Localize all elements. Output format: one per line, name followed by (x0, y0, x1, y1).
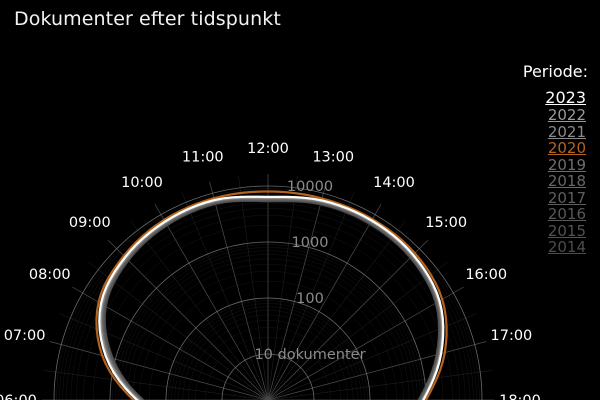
legend-item-2016[interactable]: 2016 (547, 205, 586, 223)
hour-label-1400: 14:00 (373, 175, 415, 191)
grid-spoke-minor (59, 313, 269, 400)
grid-spoke (267, 239, 429, 400)
grid-spoke (267, 286, 464, 400)
grid-spoke-minor (267, 220, 406, 400)
grid-ring-minor (132, 264, 404, 400)
grid-ring-minor (70, 202, 466, 400)
legend-item-2018[interactable]: 2018 (547, 172, 586, 190)
legend-item-2021[interactable]: 2021 (547, 122, 586, 141)
legend-item-2022[interactable]: 2022 (547, 106, 586, 124)
grid-spoke-minor (238, 175, 269, 400)
grid-ring-minor (118, 250, 418, 400)
series-lines (95, 190, 448, 400)
hour-label-0700: 07:00 (4, 328, 46, 344)
legend-item-2023[interactable]: 2023 (545, 88, 586, 107)
radial-tick-10: 10 dokumenter (254, 347, 365, 363)
grid-ring-minor (112, 244, 424, 400)
hour-label-1600: 16:00 (465, 267, 507, 283)
legend-item-2014[interactable]: 2014 (547, 238, 586, 256)
grid-ring-minor (92, 224, 444, 400)
hour-label-0900: 09:00 (69, 215, 111, 231)
grid-ring-minor (171, 303, 365, 400)
grid-ring-minor (195, 327, 341, 400)
legend-item-2017[interactable]: 2017 (547, 188, 586, 207)
series-line-2020 (95, 190, 448, 400)
legend: Periode: 2023 2022 2021 2020 2019 2018 2017 201… (470, 62, 590, 256)
hour-label-0800: 08:00 (29, 267, 71, 283)
radial-tick-10000: 10000 (287, 179, 333, 195)
grid-ring-minor (115, 247, 421, 400)
hour-label-0600: 06:00 (0, 393, 37, 400)
grid-spoke (267, 181, 327, 400)
hour-label-1200: 12:00 (247, 141, 289, 157)
hour-label-1100: 11:00 (182, 150, 224, 166)
grid-spoke-minor (267, 370, 493, 400)
series-line-2023 (98, 195, 445, 400)
grid-spoke (267, 341, 487, 400)
grid-spoke (209, 181, 269, 400)
legend-item-2020[interactable]: 2020 (547, 139, 586, 157)
page-title: Dokumenter efter tidspunkt (14, 8, 281, 30)
legend-title: Periode: (522, 62, 588, 81)
grid-spoke-minor (267, 191, 355, 400)
polar-grid (42, 174, 494, 400)
grid-spoke-minor (267, 262, 448, 400)
hour-label-1300: 13:00 (312, 150, 354, 166)
grid-spoke-minor (267, 175, 298, 400)
grid-ring-minor (204, 336, 332, 400)
angular-axis-labels: 06:00 07:00 08:00 09:00 10:00 11:00 12:00 13:00… (0, 141, 541, 400)
grid-spoke (49, 341, 269, 400)
grid-ring-minor (62, 194, 474, 400)
radial-tick-100: 100 (296, 291, 324, 307)
grid-spoke-minor (181, 191, 269, 400)
radial-tick-1000: 1000 (292, 235, 329, 251)
grid-ring-minor (188, 320, 348, 400)
grid-ring (165, 297, 371, 400)
grid-spoke-minor (130, 220, 269, 400)
hour-label-1000: 10:00 (121, 175, 163, 191)
legend-items: 2023 2022 2021 2020 2019 2018 2017 2016 2015 2014 (470, 89, 590, 256)
grid-spoke-minor (43, 370, 269, 400)
hour-label-1500: 15:00 (425, 215, 467, 231)
grid-spoke (154, 204, 269, 400)
grid-ring-minor (76, 208, 460, 400)
hour-label-1700: 17:00 (491, 328, 533, 344)
hour-label-1800: 18:00 (499, 393, 541, 400)
grid-ring-minor (148, 280, 388, 400)
grid-ring (53, 185, 483, 400)
radial-axis-labels: 10 dokumenter 100 1000 10000 (254, 179, 365, 363)
grid-spoke (267, 204, 382, 400)
grid-ring-minor (56, 188, 480, 400)
grid-spoke (107, 239, 269, 400)
legend-item-2015[interactable]: 2015 (547, 221, 586, 240)
grid-ring-minor (122, 254, 414, 400)
grid-ring-minor (83, 215, 453, 400)
grid-spoke-minor (88, 262, 269, 400)
grid-ring (109, 241, 427, 400)
grid-ring (221, 353, 315, 400)
legend-item-2019[interactable]: 2019 (547, 155, 586, 174)
